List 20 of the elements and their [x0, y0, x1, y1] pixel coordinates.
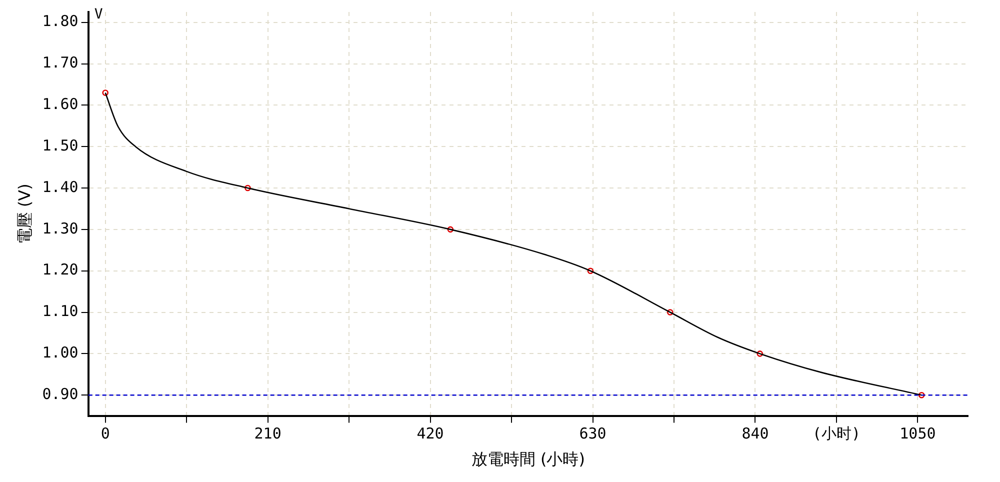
y-tick-label: 1.10 — [42, 302, 78, 320]
x-tick-label: 210 — [254, 424, 282, 443]
y-tick-label: 0.90 — [42, 384, 78, 403]
y-tick-label: 1.20 — [42, 260, 78, 279]
y-axis-title: 電壓 (V) — [14, 184, 34, 244]
annotation: V — [94, 6, 104, 23]
x-tick-label: 1050 — [900, 424, 936, 443]
x-tick-label: 840 — [742, 424, 769, 443]
y-tick-label: 1.80 — [42, 12, 78, 30]
y-tick-label: 1.00 — [42, 344, 78, 362]
y-tick-label: 1.50 — [42, 136, 78, 154]
y-tick-label: 1.60 — [42, 95, 78, 114]
y-tick-label: 1.70 — [42, 54, 78, 72]
x-tick-label: 0 — [100, 424, 110, 443]
x-tick-label: 630 — [579, 424, 606, 443]
y-tick-label: 1.30 — [42, 219, 78, 238]
x-tick-label: (小时) — [812, 424, 861, 443]
x-axis-title: 放電時間 (小時) — [471, 450, 585, 469]
x-tick-label: 420 — [416, 424, 444, 443]
y-tick-label: 1.40 — [42, 178, 78, 196]
